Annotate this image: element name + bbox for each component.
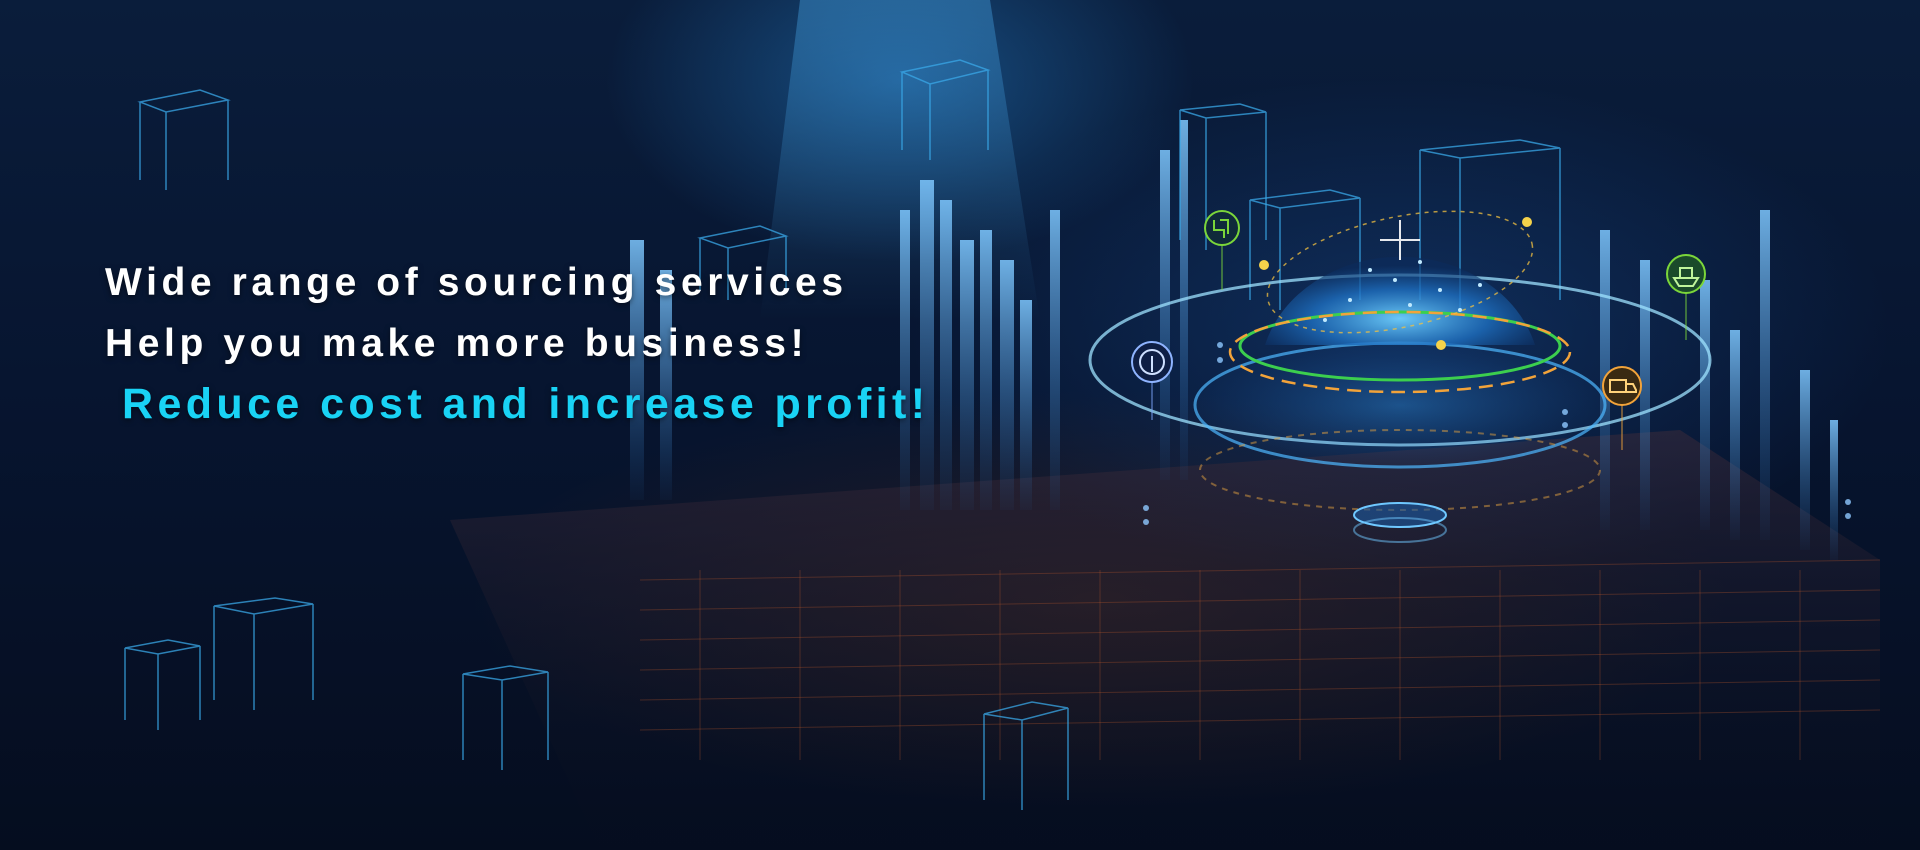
- skyline-bars: [630, 120, 1838, 560]
- signal-icon: [1131, 341, 1173, 420]
- dashed-ring: [1199, 429, 1601, 511]
- headline-line-1: Wide range of sourcing services: [105, 261, 848, 304]
- headline-block: Wide range of sourcing services Help you…: [105, 252, 929, 434]
- pedestal-bottom: [1353, 517, 1447, 543]
- globe-sparkles: [1323, 260, 1482, 322]
- headline-accent-line: Reduce cost and increase profit!: [122, 380, 930, 428]
- headline-line-2: Help you make more business!: [105, 322, 809, 365]
- truck-icon: [1602, 366, 1642, 450]
- lens-flare: [1380, 220, 1420, 260]
- city-floor: [450, 430, 1880, 850]
- ship-icon: [1666, 254, 1706, 340]
- green-orbit: [1238, 310, 1562, 382]
- pedestal-top: [1353, 502, 1447, 528]
- dotted-orbit: [1266, 210, 1534, 334]
- orbit-dots: [1259, 217, 1532, 350]
- pipe-fitting-icon: [1204, 210, 1240, 290]
- globe: [1265, 256, 1535, 345]
- wireframe-cubes: [124, 59, 1561, 810]
- orange-orbit: [1228, 310, 1572, 394]
- floating-dots: [1143, 342, 1851, 525]
- floor-grid: [639, 559, 1881, 760]
